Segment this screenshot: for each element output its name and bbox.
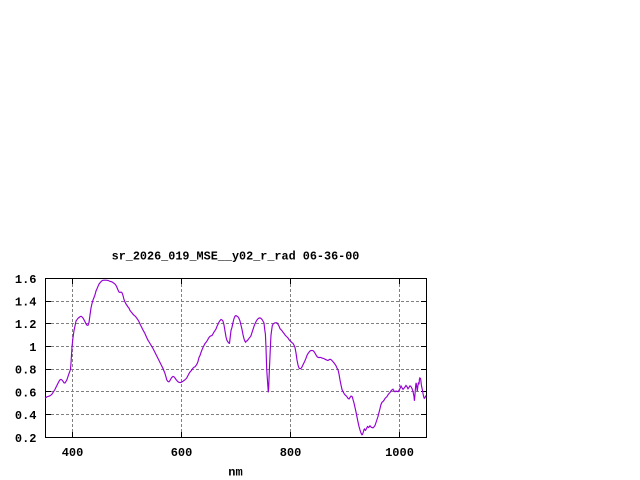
- svg-text:1000: 1000: [385, 446, 414, 460]
- svg-text:0.6: 0.6: [15, 386, 37, 400]
- svg-text:1: 1: [29, 341, 36, 355]
- svg-text:0.8: 0.8: [15, 364, 37, 378]
- svg-text:800: 800: [280, 446, 302, 460]
- svg-text:sr_2026_019_MSE__y02_r_rad 06-: sr_2026_019_MSE__y02_r_rad 06-36-00: [112, 250, 360, 264]
- svg-text:nm: nm: [228, 465, 242, 479]
- svg-text:400: 400: [62, 446, 84, 460]
- svg-text:0.2: 0.2: [15, 432, 37, 446]
- svg-text:1.4: 1.4: [15, 296, 37, 310]
- svg-text:0.4: 0.4: [15, 409, 37, 423]
- svg-text:600: 600: [171, 446, 193, 460]
- svg-text:1.6: 1.6: [15, 273, 37, 287]
- svg-text:1.2: 1.2: [15, 318, 37, 332]
